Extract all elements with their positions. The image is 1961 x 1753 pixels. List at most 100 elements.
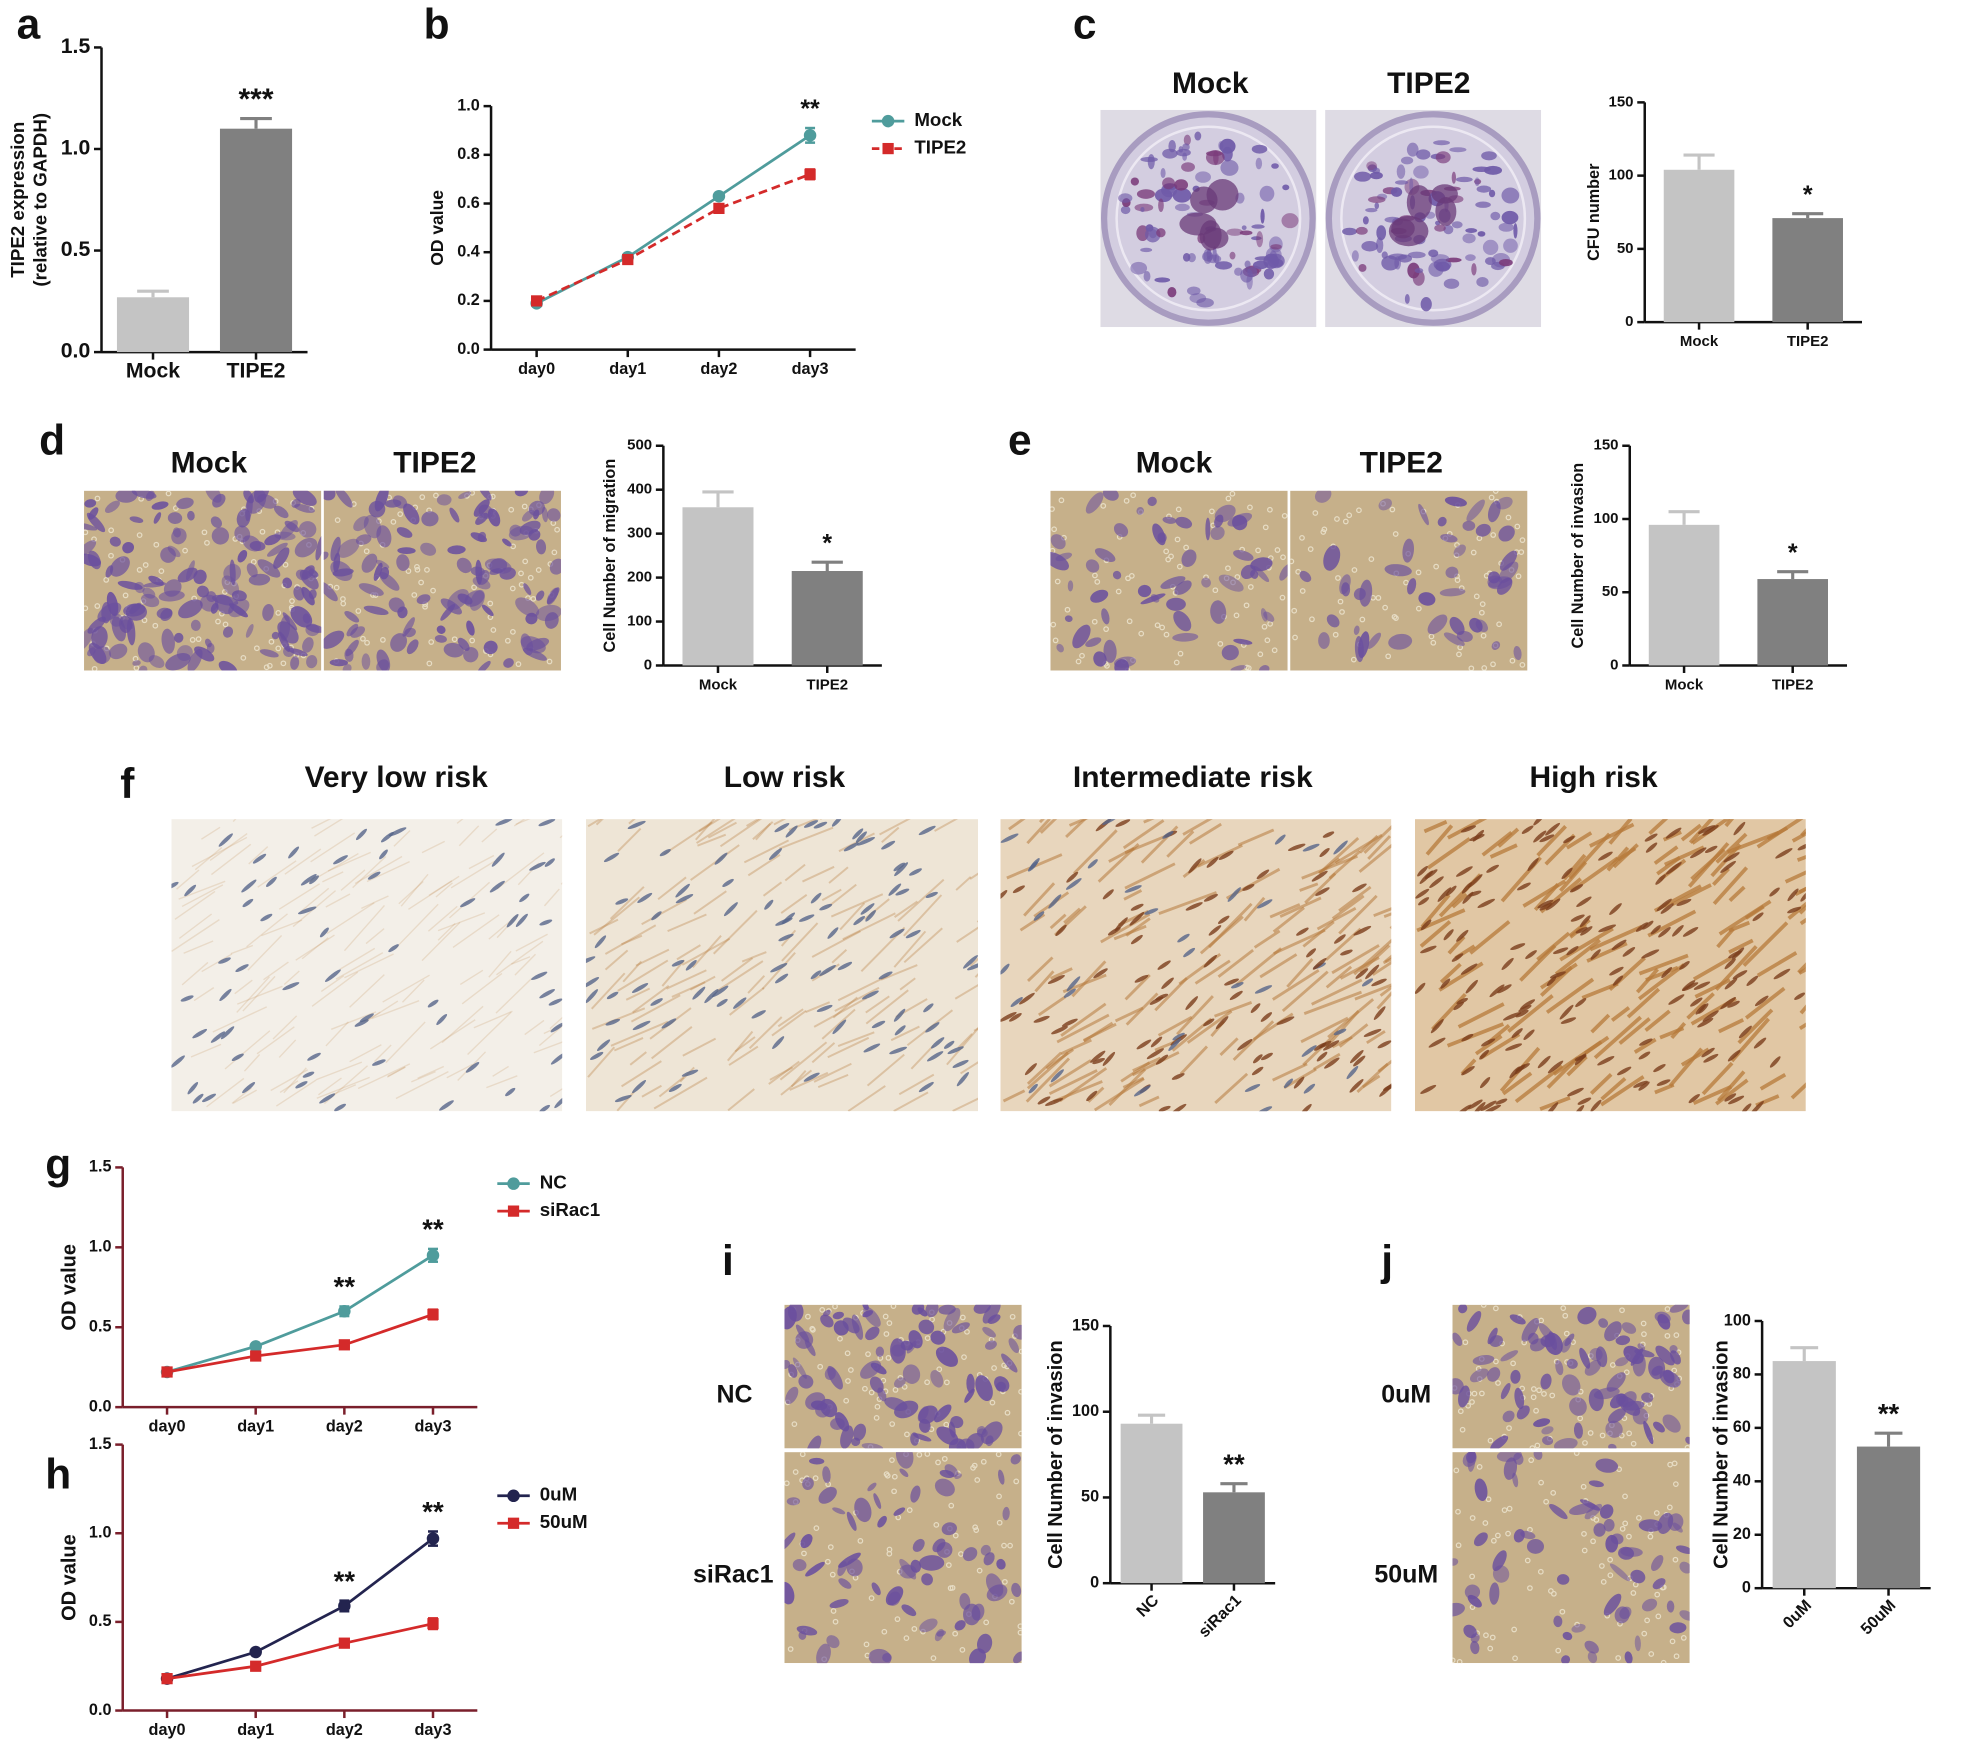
pore: [504, 637, 511, 644]
nucleus: [594, 935, 607, 949]
cell: [1487, 575, 1503, 588]
cell: [404, 627, 416, 638]
pore: [1536, 1387, 1542, 1394]
nucleus: [1665, 827, 1682, 839]
nucleus: [1028, 1083, 1038, 1094]
fiber: [1214, 1001, 1253, 1018]
pore: [1453, 1467, 1460, 1474]
cell: [205, 490, 222, 503]
nucleus: [1727, 1000, 1740, 1008]
cell: [918, 1319, 935, 1335]
pore: [1577, 1415, 1584, 1422]
fiber: [456, 819, 464, 824]
colony: [1179, 212, 1217, 236]
nucleus: [1047, 974, 1065, 984]
cell: [1654, 1311, 1671, 1324]
colony: [1434, 224, 1446, 232]
pore: [1091, 618, 1098, 625]
nucleus: [192, 1093, 204, 1104]
cell: [1513, 1452, 1524, 1465]
nucleus: [1231, 982, 1244, 989]
fiber: [533, 1041, 563, 1054]
pore: [1590, 1538, 1596, 1545]
fiber: [549, 1016, 563, 1030]
pore: [1130, 492, 1137, 499]
nucleus: [716, 998, 728, 1007]
colony: [1255, 157, 1263, 170]
cell: [1679, 1610, 1690, 1621]
cell: [344, 648, 354, 662]
cell: [1584, 1640, 1599, 1654]
cell: [1553, 1437, 1578, 1449]
fiber: [1363, 825, 1392, 854]
pore: [1519, 1385, 1526, 1392]
pore: [158, 568, 165, 575]
y-tick-label: 0.2: [457, 291, 480, 309]
cell: [1157, 532, 1167, 543]
fiber: [1644, 1009, 1671, 1032]
fiber: [1539, 1095, 1571, 1111]
pore: [1684, 1444, 1690, 1449]
nucleus: [1704, 845, 1718, 854]
fiber: [1039, 819, 1058, 834]
significance-label: **: [422, 1496, 444, 1527]
fiber: [1638, 963, 1686, 1001]
x-tick-label: Mock: [1665, 676, 1704, 693]
fiber: [1379, 985, 1392, 997]
nucleus: [1693, 981, 1711, 990]
fiber: [1083, 1021, 1114, 1043]
cell: [980, 1421, 1003, 1445]
cell: [1533, 1452, 1543, 1460]
pore: [1125, 575, 1131, 582]
fiber: [257, 860, 297, 888]
cell: [809, 1457, 825, 1465]
nucleus: [1162, 831, 1174, 839]
pore: [1001, 1362, 1008, 1369]
nucleus: [1373, 1006, 1386, 1020]
cell: [421, 511, 439, 527]
pore: [1533, 1407, 1539, 1414]
nucleus: [659, 849, 671, 857]
colony: [1182, 152, 1188, 161]
fiber: [427, 905, 458, 932]
cell: [854, 1497, 872, 1523]
x-tick-label: day2: [326, 1721, 363, 1739]
fiber: [734, 1036, 756, 1053]
cell: [84, 499, 97, 508]
pore: [1050, 506, 1055, 512]
fiber: [641, 1084, 662, 1098]
nucleus: [865, 910, 876, 922]
cell: [951, 1322, 970, 1334]
fiber: [1589, 1073, 1613, 1095]
colony: [1120, 205, 1131, 215]
pore: [1337, 598, 1344, 605]
fiber: [1519, 944, 1557, 982]
cell: [119, 615, 133, 633]
y-tick-label: 50: [1602, 583, 1619, 600]
cell: [129, 516, 144, 523]
nucleus: [1653, 1063, 1666, 1073]
pore: [1622, 1520, 1629, 1527]
fiber: [515, 933, 548, 952]
pore: [1599, 1563, 1605, 1569]
cell: [806, 1435, 822, 1449]
fiber: [1797, 962, 1806, 974]
cell: [242, 535, 262, 552]
cell: [443, 642, 464, 658]
nucleus: [1312, 957, 1327, 970]
nucleus: [1420, 945, 1437, 954]
fiber: [1565, 831, 1593, 850]
nucleus: [1129, 911, 1145, 926]
cell: [1487, 500, 1501, 523]
nucleus: [606, 991, 619, 1000]
pore: [1176, 563, 1183, 570]
bar: [1856, 1446, 1921, 1589]
fiber: [728, 1045, 759, 1066]
cell: [1641, 1392, 1654, 1403]
pore: [527, 574, 534, 581]
fiber: [538, 1025, 563, 1047]
cell: [1655, 1345, 1675, 1366]
fiber: [1514, 1064, 1564, 1104]
fiber: [231, 1087, 252, 1104]
